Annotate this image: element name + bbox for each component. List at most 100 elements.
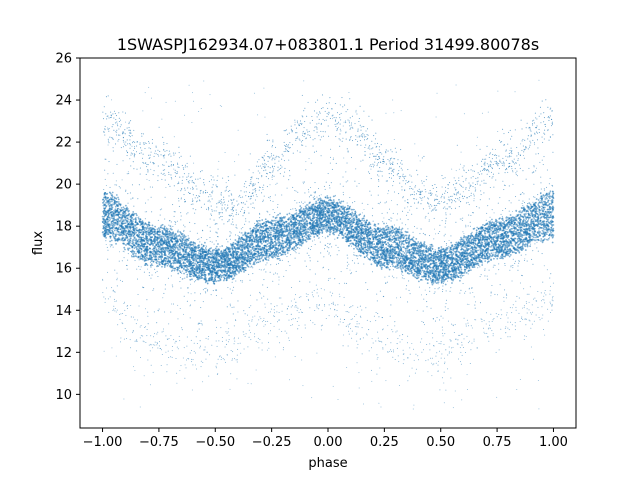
data-point bbox=[204, 247, 207, 249]
data-point bbox=[263, 250, 266, 253]
data-point bbox=[371, 243, 374, 246]
data-point bbox=[244, 254, 247, 257]
data-point bbox=[508, 252, 511, 255]
data-point bbox=[133, 224, 136, 226]
data-point bbox=[450, 273, 453, 276]
data-point bbox=[308, 205, 310, 208]
data-point bbox=[269, 231, 272, 234]
data-point bbox=[299, 222, 302, 225]
data-point bbox=[113, 229, 116, 232]
data-point bbox=[329, 224, 331, 227]
data-point bbox=[311, 222, 314, 225]
data-point bbox=[548, 197, 551, 200]
data-point bbox=[293, 238, 295, 241]
data-point bbox=[267, 247, 270, 250]
data-point bbox=[532, 220, 535, 223]
data-point bbox=[523, 234, 526, 236]
data-point bbox=[284, 245, 287, 248]
data-point bbox=[392, 265, 394, 268]
data-point bbox=[549, 202, 551, 205]
data-point bbox=[286, 213, 289, 216]
data-point bbox=[439, 268, 442, 271]
data-point bbox=[329, 207, 332, 210]
data-point bbox=[363, 230, 365, 233]
data-point bbox=[417, 280, 420, 283]
data-point bbox=[413, 275, 415, 277]
data-point bbox=[447, 268, 450, 271]
data-point bbox=[531, 231, 534, 233]
data-point bbox=[140, 223, 143, 226]
data-point bbox=[465, 238, 468, 241]
data-point bbox=[481, 242, 484, 244]
data-point bbox=[395, 234, 397, 237]
data-point bbox=[165, 227, 168, 230]
data-point bbox=[168, 233, 171, 235]
data-point bbox=[495, 246, 498, 249]
data-point bbox=[220, 276, 223, 279]
data-point bbox=[328, 233, 331, 236]
data-point bbox=[164, 229, 167, 231]
data-point bbox=[185, 264, 188, 267]
data-point bbox=[460, 236, 462, 239]
data-point bbox=[192, 244, 195, 247]
data-point bbox=[288, 227, 291, 229]
data-point bbox=[368, 243, 370, 246]
data-point bbox=[469, 247, 472, 250]
data-point bbox=[267, 259, 270, 262]
data-point bbox=[142, 230, 144, 233]
data-point bbox=[470, 257, 473, 259]
data-point bbox=[400, 243, 403, 246]
data-point bbox=[494, 245, 497, 247]
data-point bbox=[539, 213, 542, 216]
data-point bbox=[161, 223, 164, 226]
data-point bbox=[541, 199, 543, 201]
data-point bbox=[269, 243, 272, 246]
data-point bbox=[459, 266, 462, 269]
data-point bbox=[450, 275, 453, 278]
data-point bbox=[417, 241, 420, 243]
data-point bbox=[349, 242, 352, 245]
data-point bbox=[179, 230, 182, 233]
data-point bbox=[225, 279, 228, 282]
data-point bbox=[128, 238, 131, 241]
data-point bbox=[332, 199, 335, 201]
data-point bbox=[410, 245, 413, 248]
data-point bbox=[500, 257, 503, 260]
data-point bbox=[221, 245, 224, 247]
data-point bbox=[333, 233, 335, 236]
data-point bbox=[102, 217, 105, 220]
data-point bbox=[450, 241, 453, 244]
data-point bbox=[256, 258, 259, 261]
data-point bbox=[352, 208, 354, 211]
data-point bbox=[278, 233, 281, 236]
data-point bbox=[288, 217, 291, 219]
data-point bbox=[295, 237, 298, 239]
data-point bbox=[519, 215, 522, 218]
data-point bbox=[174, 242, 177, 245]
data-point bbox=[435, 282, 438, 284]
data-point bbox=[161, 229, 164, 232]
data-point bbox=[110, 197, 112, 199]
data-point bbox=[543, 228, 545, 231]
data-point bbox=[168, 240, 170, 243]
data-point bbox=[465, 266, 468, 269]
data-point bbox=[351, 211, 354, 214]
data-point bbox=[464, 260, 467, 263]
data-point bbox=[545, 220, 548, 223]
data-point bbox=[214, 276, 217, 279]
data-points bbox=[101, 79, 555, 410]
data-point bbox=[385, 238, 388, 241]
data-point bbox=[368, 245, 371, 248]
data-point bbox=[101, 215, 104, 218]
data-point bbox=[258, 258, 261, 261]
data-point bbox=[357, 225, 360, 228]
data-point bbox=[400, 268, 403, 271]
data-point bbox=[145, 230, 148, 233]
data-point bbox=[460, 276, 462, 279]
data-point bbox=[515, 231, 518, 234]
data-point bbox=[124, 204, 127, 207]
data-point bbox=[259, 232, 262, 235]
data-point bbox=[402, 250, 404, 253]
data-point bbox=[350, 242, 353, 245]
data-point bbox=[123, 207, 126, 210]
